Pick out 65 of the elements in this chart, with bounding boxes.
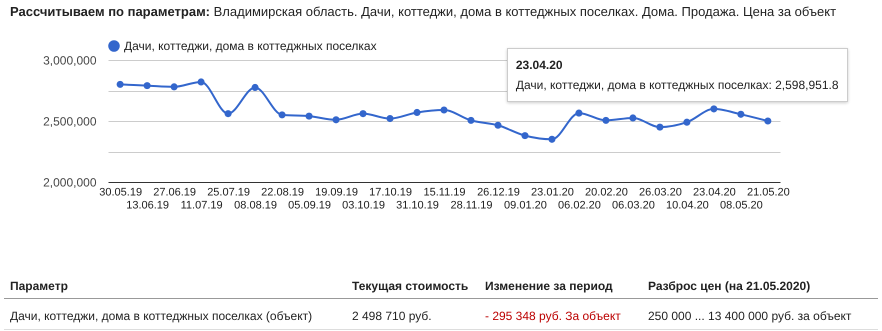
point [198,78,205,86]
point [737,110,744,118]
x-tick-label: 25.07.19 [207,186,250,198]
legend-label: Дачи, коттеджи, дома в коттеджных поселках [124,39,377,53]
x-tick-label: 26.12.19 [477,186,520,198]
text: Дачи, коттеджи, дома в коттеджных поселках (объект) [10,309,312,323]
point [467,116,475,124]
x-tick-label: 15.11.19 [423,186,466,198]
x-tick-label: 30.05.19 [99,186,142,198]
point [278,111,286,118]
point [224,110,232,118]
x-tick-label: 03.10.19 [342,200,385,212]
x-tick-label: 23.04.20 [692,186,736,198]
text: 2 498 710 руб. [352,309,432,323]
point [144,82,151,90]
point [440,106,448,114]
x-tick-label: 20.02.20 [585,186,628,198]
x-tick-label: 05.09.19 [288,200,331,212]
x-tick-label: 26.03.20 [638,186,682,198]
text: Параметр [10,279,68,293]
tooltip-box: 23.04.20 Дачи, коттеджи, дома в коттеджных поселках: 2,598,951.8 [506,48,848,102]
point [656,124,664,131]
x-tick-label: 27.06.19 [153,186,196,198]
x-tick-label: 08.05.20 [720,200,763,212]
point [710,105,718,112]
point [683,118,690,126]
x-tick-label: 17.10.19 [369,186,412,198]
point [764,117,772,125]
y-tick-label: 3,000,000 [43,54,97,68]
point [494,122,502,129]
text: Текущая стоимость [352,279,468,293]
x-tick-label: 19.09.19 [315,186,358,198]
x-tick-label: 10.04.20 [666,200,709,212]
point [386,115,394,122]
chart-title: Рассчитываем по параметрам: Владимирская область. Дачи, коттеджи, дома в коттеджных поселках. Дома. Продажа. Цена за объект [10,4,836,19]
annotation: 23.04.20 Дачи, коттеджи, дома в коттеджных поселках: 2,598,951.8 [516,56,839,94]
point [170,83,178,90]
point [629,114,636,122]
point [332,116,340,124]
point [116,80,124,88]
x-tick-label: 11.07.19 [180,200,223,212]
y-tick-label: 2,000,000 [43,176,97,190]
x-tick-label: 09.01.20 [504,200,547,212]
x-tick-label: 23.01.20 [531,186,574,198]
text: 250 000 ... 13 400 000 руб. за объект [648,309,852,323]
point [521,132,528,140]
point [575,110,582,117]
y-tick-label: 2,500,000 [43,114,97,128]
x-tick-label: 08.08.19 [234,200,277,212]
x-tick-label: 06.02.20 [558,200,601,212]
point [413,108,421,116]
text: Разброс цен (на 21.05.2020) [648,279,810,293]
x-tick-label: 31.10.19 [396,200,439,212]
point [602,116,610,124]
x-tick-label: 22.08.19 [261,186,304,198]
x-tick-label: 28.11.19 [450,200,492,212]
point [360,110,367,118]
point [252,84,259,91]
x-tick-label: 06.03.20 [612,200,655,212]
point [306,112,313,120]
x-tick-label: 21.05.20 [746,186,790,198]
text: - 295 348 руб. За объект [485,309,621,323]
x-tick-label: 13.06.19 [126,200,170,212]
point [548,136,556,143]
text: Изменение за период [485,279,613,293]
